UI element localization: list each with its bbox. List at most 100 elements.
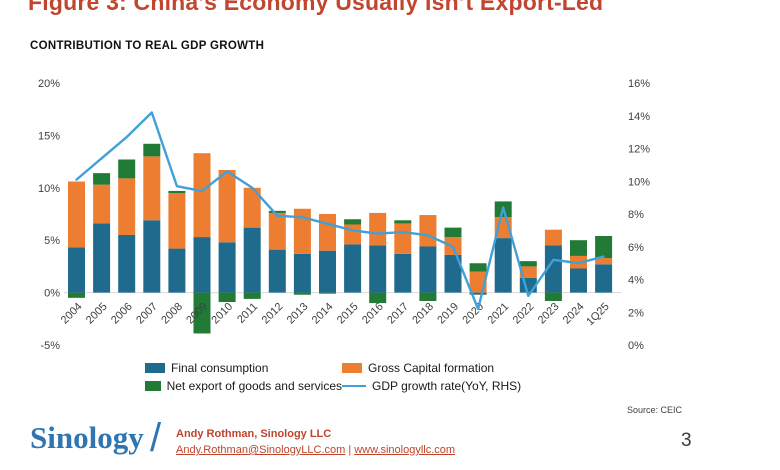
bar-segment [595, 236, 613, 259]
left-axis-tick: 20% [38, 78, 60, 90]
bar-segment [319, 292, 336, 294]
bar-segment [68, 292, 85, 298]
source-note: Source: CEIC [627, 405, 683, 415]
bar-segment [444, 254, 462, 293]
bar-segment [444, 227, 462, 238]
bar-segment [595, 258, 613, 265]
bar-segment [218, 169, 236, 243]
bar-segment [595, 264, 613, 293]
x-axis-year-label: 2006 [109, 301, 135, 327]
bar-segment [218, 292, 236, 303]
x-axis-year-label: 2018 [410, 301, 436, 327]
right-axis-tick: 16% [628, 78, 650, 90]
bar-segment [168, 193, 186, 249]
right-axis-tick: 0% [628, 340, 644, 352]
right-axis-tick: 10% [628, 176, 650, 188]
x-axis-year-label: 2005 [84, 301, 110, 327]
x-axis-year-label: 2017 [385, 301, 411, 327]
bar-segment [293, 208, 311, 254]
bar-segment [93, 173, 111, 185]
bar-segment [494, 238, 512, 293]
bar-segment [193, 237, 211, 293]
bar-segment [344, 244, 362, 293]
bar-segment [168, 248, 186, 293]
logo-slash-divider: / [150, 416, 162, 460]
x-axis-year-label: 2010 [209, 301, 235, 327]
chart-legend: Final consumption Gross Capital formatio… [145, 361, 521, 393]
bar-segment [419, 292, 437, 301]
link-separator: | [348, 443, 352, 456]
bar-segment [268, 249, 286, 293]
bar-segment [143, 156, 161, 221]
left-axis-tick: 5% [44, 235, 60, 247]
x-axis-year-label: 2014 [310, 301, 336, 327]
bar-segment [519, 266, 537, 278]
right-axis-tick: 8% [628, 209, 644, 221]
bar-segment [394, 220, 412, 224]
final-consumption-swatch-icon [145, 363, 165, 373]
bar-segment [570, 240, 587, 256]
page-title: Figure 3: China’s Economy Usually Isn’t … [28, 0, 604, 15]
contact-links: Andy.Rothman@SinologyLLC.com | www.sinolog… [176, 443, 455, 459]
x-axis-year-label: 2007 [134, 301, 160, 327]
right-axis-tick: 4% [628, 275, 644, 287]
x-axis-year-label: 2013 [285, 301, 311, 327]
page-number: 3 [681, 430, 692, 451]
right-axis-tick: 12% [628, 144, 650, 156]
legend-label: Net export of goods and services [166, 379, 342, 393]
x-axis-year-label: 2008 [159, 301, 185, 327]
contact-website-link[interactable]: www.sinologyllc.com [354, 443, 456, 456]
x-axis-year-label: 2012 [260, 301, 286, 327]
bar-segment [293, 292, 311, 295]
x-axis-year-label: 2021 [486, 301, 512, 327]
bar-segment [544, 245, 562, 293]
gdp-contribution-chart: 20% 15% 10% 5% 0% -5% 16% 14% 12% 10% 8% 6% 4% 2% 0% 20… [18, 58, 678, 360]
bar-segment [243, 187, 261, 228]
bar-segment [193, 153, 211, 238]
bar-segment [243, 292, 261, 299]
bar-segment [193, 292, 211, 334]
contact-block: Andy Rothman, Sinology LLC Andy.Rothman@… [176, 427, 455, 459]
x-axis-year-label: 2023 [536, 301, 562, 327]
bar-segment [68, 247, 85, 293]
contact-email-link[interactable]: Andy.Rothman@SinologyLLC.com [176, 443, 346, 456]
bar-segment [394, 253, 412, 293]
x-axis-year-label: 2016 [360, 301, 386, 327]
bar-segment [369, 245, 387, 293]
bar-segment [118, 159, 136, 179]
chart-subtitle: CONTRIBUTION TO REAL GDP GROWTH [30, 40, 265, 52]
legend-item-final-consumption: Final consumption [145, 361, 342, 375]
bar-segment [319, 250, 336, 293]
bar-segment [369, 212, 387, 246]
bar-segment [118, 234, 136, 293]
bar-segment [344, 219, 362, 225]
left-axis-tick: 10% [38, 183, 60, 195]
gdp-line-swatch-icon [342, 384, 366, 388]
bar-segment [544, 292, 562, 301]
x-axis-year-label: 1Q25 [584, 301, 612, 329]
gdp-growth-line [75, 111, 605, 311]
footer: Sinology / Andy Rothman, Sinology LLC An… [0, 416, 780, 470]
legend-item-net-export: Net export of goods and services [145, 379, 342, 393]
bar-segment [469, 292, 487, 295]
bar-segment [268, 210, 286, 213]
legend-label: GDP growth rate(YoY, RHS) [372, 379, 522, 393]
bar-segment [268, 212, 286, 250]
net-export-swatch-icon [145, 381, 161, 391]
bar-segment [319, 214, 336, 251]
bar-segment [419, 215, 437, 247]
left-axis-tick: 15% [38, 130, 60, 142]
x-axis-year-label: 2019 [435, 301, 461, 327]
left-axis-tick: -5% [40, 340, 60, 352]
right-axis-tick: 6% [628, 242, 644, 254]
legend-label: Gross Capital formation [368, 361, 495, 375]
legend-label: Final consumption [171, 361, 269, 375]
bar-segment [243, 227, 261, 293]
legend-item-gdp-growth-line: GDP growth rate(YoY, RHS) [342, 379, 521, 393]
x-axis-year-label: 2020 [460, 301, 486, 327]
gross-capital-swatch-icon [342, 363, 362, 373]
x-axis-year-label: 2022 [511, 301, 537, 327]
x-axis-year-label: 2024 [561, 301, 587, 327]
right-axis-tick: 2% [628, 307, 644, 319]
